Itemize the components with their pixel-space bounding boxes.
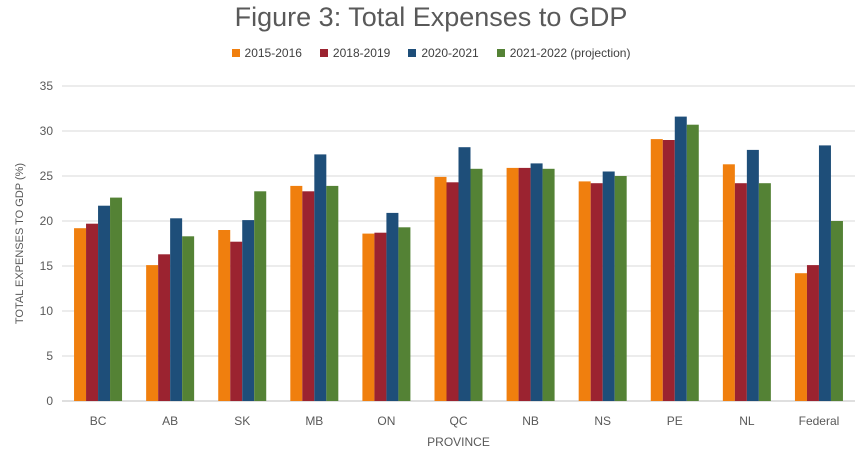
x-tick-label: BC bbox=[90, 414, 107, 428]
chart-legend: 2015-2016 2018-2019 2020-2021 2021-2022 … bbox=[0, 46, 862, 60]
bar-pe-2021-2022 bbox=[686, 124, 699, 401]
bar-ab-2021-2022 bbox=[182, 236, 195, 401]
bar-ns-2015-2016 bbox=[578, 181, 591, 401]
bar-federal-2020-2021 bbox=[818, 145, 831, 401]
bar-on-2021-2022 bbox=[398, 227, 411, 401]
legend-item-2020-2021: 2020-2021 bbox=[408, 46, 479, 60]
legend-item-2021-2022: 2021-2022 (projection) bbox=[496, 46, 631, 60]
bar-bc-2018-2019 bbox=[86, 223, 99, 401]
x-tick-label: AB bbox=[162, 414, 178, 428]
y-tick-label: 35 bbox=[40, 79, 54, 93]
legend-swatch-2015-2016 bbox=[231, 49, 240, 57]
x-tick-label: SK bbox=[234, 414, 250, 428]
bar-nb-2020-2021 bbox=[530, 163, 543, 401]
bar-sk-2015-2016 bbox=[218, 230, 231, 401]
bar-qc-2015-2016 bbox=[434, 176, 447, 401]
bar-sk-2020-2021 bbox=[242, 220, 255, 401]
y-tick-label: 15 bbox=[40, 259, 54, 273]
x-tick-label: PE bbox=[667, 414, 683, 428]
y-tick-label: 5 bbox=[46, 349, 53, 363]
y-tick-label: 20 bbox=[40, 214, 54, 228]
bar-nl-2021-2022 bbox=[758, 183, 771, 401]
bar-qc-2020-2021 bbox=[458, 147, 471, 401]
bar-federal-2021-2022 bbox=[830, 221, 843, 401]
y-tick-label: 0 bbox=[46, 394, 53, 408]
bar-pe-2020-2021 bbox=[674, 116, 687, 401]
bar-ab-2020-2021 bbox=[170, 218, 183, 401]
legend-swatch-2020-2021 bbox=[408, 49, 417, 57]
bar-qc-2021-2022 bbox=[470, 168, 483, 401]
x-tick-label: NS bbox=[594, 414, 611, 428]
bar-on-2015-2016 bbox=[362, 233, 375, 401]
bar-nl-2015-2016 bbox=[722, 164, 735, 401]
bar-ab-2018-2019 bbox=[158, 254, 171, 401]
bar-mb-2018-2019 bbox=[302, 191, 315, 401]
legend-label-2021-2022: 2021-2022 (projection) bbox=[509, 46, 631, 60]
bar-nb-2018-2019 bbox=[518, 167, 531, 401]
bar-nl-2018-2019 bbox=[734, 183, 747, 401]
bar-mb-2015-2016 bbox=[290, 185, 303, 401]
legend-swatch-2021-2022 bbox=[496, 49, 505, 57]
bar-sk-2018-2019 bbox=[230, 241, 243, 401]
legend-label-2015-2016: 2015-2016 bbox=[244, 46, 302, 60]
bar-qc-2018-2019 bbox=[446, 182, 459, 401]
legend-label-2020-2021: 2020-2021 bbox=[421, 46, 479, 60]
bar-ns-2020-2021 bbox=[602, 171, 615, 401]
bar-nb-2015-2016 bbox=[506, 167, 519, 401]
y-tick-label: 25 bbox=[40, 169, 54, 183]
bar-ab-2015-2016 bbox=[146, 265, 159, 401]
bar-nl-2020-2021 bbox=[746, 149, 759, 401]
y-tick-label: 10 bbox=[40, 304, 54, 318]
bar-nb-2021-2022 bbox=[542, 168, 555, 401]
y-axis-title: TOTAL EXPENSES TO GDP (%) bbox=[14, 163, 26, 324]
bar-on-2018-2019 bbox=[374, 232, 387, 401]
x-tick-label: MB bbox=[305, 414, 323, 428]
bar-pe-2015-2016 bbox=[650, 139, 663, 401]
legend-item-2018-2019: 2018-2019 bbox=[319, 46, 391, 60]
bar-pe-2018-2019 bbox=[662, 140, 675, 401]
bar-on-2020-2021 bbox=[386, 212, 399, 401]
y-tick-label: 30 bbox=[40, 124, 54, 138]
bar-ns-2018-2019 bbox=[590, 183, 603, 401]
chart-title: Figure 3: Total Expenses to GDP bbox=[234, 2, 628, 32]
x-axis-title: PROVINCE bbox=[427, 435, 490, 449]
bar-bc-2021-2022 bbox=[110, 197, 123, 401]
bar-ns-2021-2022 bbox=[614, 176, 627, 401]
x-tick-label: Federal bbox=[799, 414, 840, 428]
bar-sk-2021-2022 bbox=[254, 191, 267, 401]
bar-bc-2020-2021 bbox=[98, 205, 111, 401]
x-tick-label: NB bbox=[522, 414, 539, 428]
bar-bc-2015-2016 bbox=[74, 228, 87, 401]
bar-federal-2015-2016 bbox=[794, 273, 807, 401]
bar-mb-2021-2022 bbox=[326, 185, 339, 401]
bar-federal-2018-2019 bbox=[806, 265, 819, 401]
x-tick-label: ON bbox=[377, 414, 395, 428]
x-tick-label: QC bbox=[450, 414, 468, 428]
legend-label-2018-2019: 2018-2019 bbox=[332, 46, 391, 60]
x-tick-label: NL bbox=[739, 414, 755, 428]
legend-item-2015-2016: 2015-2016 bbox=[231, 46, 302, 60]
legend-swatch-2018-2019 bbox=[319, 49, 328, 57]
bar-mb-2020-2021 bbox=[314, 154, 327, 401]
